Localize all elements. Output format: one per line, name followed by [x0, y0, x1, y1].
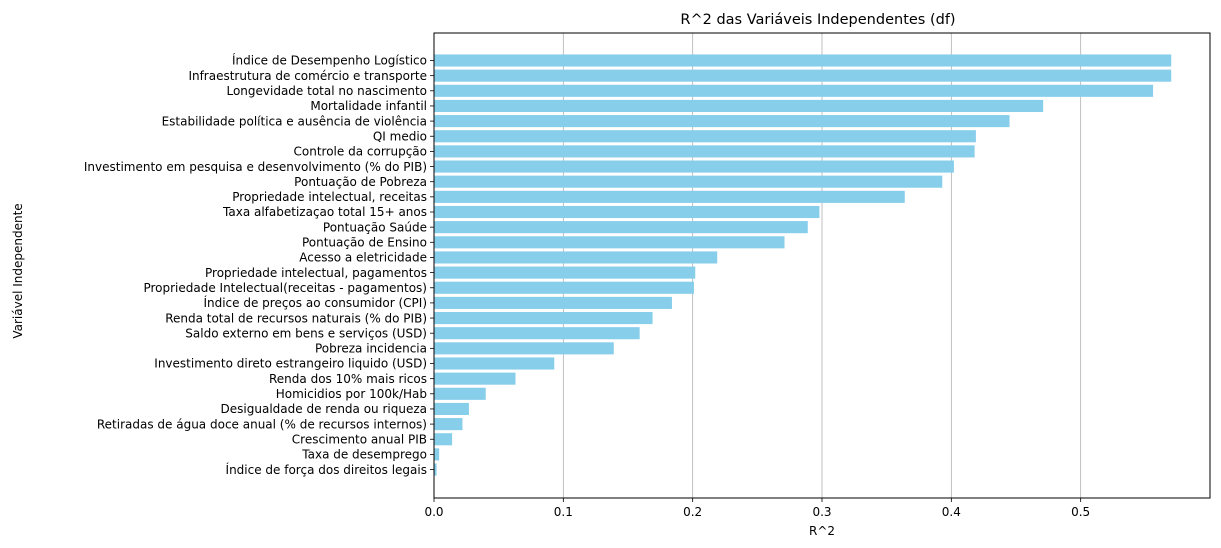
- x-tick-label: 0.3: [812, 505, 831, 519]
- bar: [434, 296, 672, 309]
- y-tick-label: Pontuação de Ensino: [302, 236, 427, 250]
- bar: [434, 160, 954, 173]
- x-tick-labels: 0.0 0.1 0.2 0.3 0.4 0.5: [424, 498, 1090, 519]
- y-tick-label: Índice de preços ao consumidor (CPI): [203, 295, 427, 310]
- x-tick-label: 0.0: [424, 505, 443, 519]
- chart-title: R^2 das Variáveis Independentes (df): [680, 12, 955, 28]
- y-tick-label: Propriedade Intelectual(receitas - pagam…: [143, 281, 427, 295]
- y-tick-label: Saldo externo em bens e serviços (USD): [185, 326, 427, 340]
- y-tick-label: Controle da corrupção: [294, 145, 427, 159]
- y-tick-label: Retiradas de água doce anual (% de recur…: [97, 417, 427, 431]
- bars: [434, 54, 1172, 476]
- y-tick-label: Homicidios por 100k/Hab: [276, 387, 427, 401]
- bar: [434, 357, 555, 370]
- bar: [434, 190, 905, 203]
- bar: [434, 327, 640, 340]
- y-tick-label: Infraestrutura de comércio e transporte: [188, 69, 427, 83]
- y-tick-label: Pobreza incidencia: [315, 342, 427, 356]
- y-tick-labels: Índice de Desempenho LogísticoInfraestru…: [84, 53, 434, 477]
- y-tick-label: Longevidade total no nascimento: [226, 84, 427, 98]
- y-tick-label: Índice de Desempenho Logístico: [232, 53, 427, 68]
- y-tick-label: Taxa de desemprego: [301, 448, 427, 462]
- bar: [434, 448, 440, 461]
- y-tick-label: Propriedade intelectual, receitas: [232, 190, 427, 204]
- y-tick-label: Mortalidade infantil: [310, 99, 427, 113]
- bar: [434, 463, 437, 476]
- bar: [434, 99, 1044, 112]
- bar: [434, 418, 463, 431]
- bar: [434, 130, 976, 143]
- bar: [434, 402, 469, 415]
- y-tick-label: Pontuação de Pobreza: [294, 175, 427, 189]
- y-tick-label: Crescimento anual PIB: [292, 432, 427, 446]
- bar: [434, 236, 785, 249]
- y-tick-label: Renda total de recursos naturais (% do P…: [165, 311, 427, 325]
- y-tick-label: Pontuação Saúde: [323, 220, 427, 234]
- x-tick-label: 0.4: [942, 505, 961, 519]
- y-tick-label: Acesso a eletricidade: [299, 251, 427, 265]
- y-tick-label: Propriedade intelectual, pagamentos: [205, 266, 427, 280]
- y-tick-label: Renda dos 10% mais ricos: [269, 372, 427, 386]
- bar: [434, 387, 486, 400]
- bar: [434, 84, 1154, 97]
- bar: [434, 372, 516, 385]
- y-tick-label: Investimento direto estrangeiro liquido …: [154, 357, 427, 371]
- bar: [434, 175, 943, 188]
- y-axis-label: Variável Independente: [11, 203, 25, 338]
- y-tick-label: Desigualdade de renda ou riqueza: [221, 402, 427, 416]
- bar: [434, 312, 653, 325]
- x-tick-label: 0.5: [1071, 505, 1090, 519]
- bar: [434, 145, 975, 158]
- bar: [434, 69, 1172, 82]
- bar: [434, 251, 718, 264]
- y-tick-label: Taxa alfabetizaçao total 15+ anos: [222, 205, 427, 219]
- bar: [434, 342, 614, 355]
- x-axis-label: R^2: [809, 524, 835, 538]
- x-tick-label: 0.1: [554, 505, 573, 519]
- y-tick-label: QI medio: [373, 129, 427, 143]
- y-tick-label: Índice de força dos direitos legais: [226, 462, 427, 477]
- y-tick-label: Estabilidade política e ausência de viol…: [162, 114, 427, 128]
- y-tick-label: Investimento em pesquisa e desenvolvimen…: [84, 160, 427, 174]
- bar: [434, 115, 1010, 128]
- bar: [434, 221, 808, 234]
- bar: [434, 266, 696, 279]
- bar: [434, 433, 453, 446]
- plot-frame: [433, 32, 1211, 499]
- bar: [434, 54, 1172, 67]
- bar: [434, 281, 694, 294]
- x-tick-label: 0.2: [683, 505, 702, 519]
- bar: [434, 205, 820, 219]
